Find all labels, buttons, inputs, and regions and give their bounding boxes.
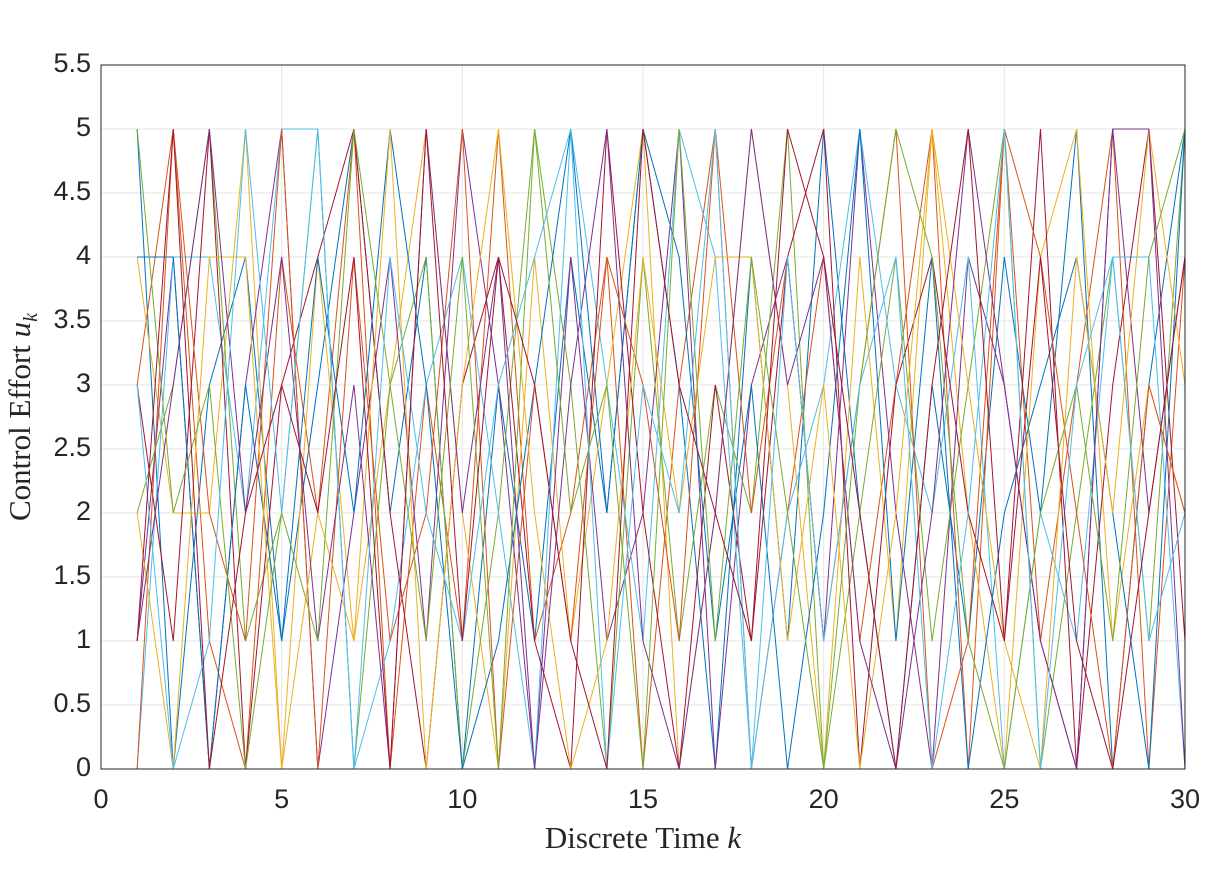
y-label-symbol: u <box>2 322 37 338</box>
series-line <box>136 128 1186 770</box>
y-tick-label: 5 <box>76 112 91 142</box>
plot-box <box>100 64 1186 770</box>
x-tick-label: 30 <box>1170 784 1200 814</box>
y-label-text: Control Effort <box>2 345 37 521</box>
y-tick-label: 5.5 <box>53 48 91 78</box>
x-tick-label: 20 <box>809 784 839 814</box>
y-tick-label: 1 <box>76 624 91 654</box>
y-tick-label: 0 <box>76 752 91 782</box>
x-label-text: Discrete Time <box>545 820 720 855</box>
series-line <box>136 128 1186 770</box>
y-tick-label: 0.5 <box>53 688 91 718</box>
series-line <box>136 128 1186 770</box>
series-line <box>136 128 1186 770</box>
y-tick-label: 2 <box>76 496 91 526</box>
x-tick-label: 0 <box>93 784 108 814</box>
y-tick-label: 1.5 <box>53 560 91 590</box>
x-axis-label: Discrete Time k <box>545 820 743 855</box>
series-line <box>136 128 1186 770</box>
series-line <box>136 128 1186 770</box>
y-tick-label: 4.5 <box>53 176 91 206</box>
series-line <box>137 128 1186 770</box>
y-tick-label: 3 <box>76 368 91 398</box>
x-label-symbol: k <box>727 820 742 855</box>
x-tick-label: 5 <box>274 784 289 814</box>
x-tick-label: 10 <box>447 784 477 814</box>
y-tick-label: 3.5 <box>53 304 91 334</box>
y-tick-label: 2.5 <box>53 432 91 462</box>
x-tick-label: 15 <box>628 784 658 814</box>
y-label-subscript: k <box>20 312 42 322</box>
x-tick-label: 25 <box>989 784 1019 814</box>
y-axis-label: Control Effort uk <box>2 312 42 521</box>
y-tick-label: 4 <box>76 240 91 270</box>
series-line <box>136 128 1186 770</box>
